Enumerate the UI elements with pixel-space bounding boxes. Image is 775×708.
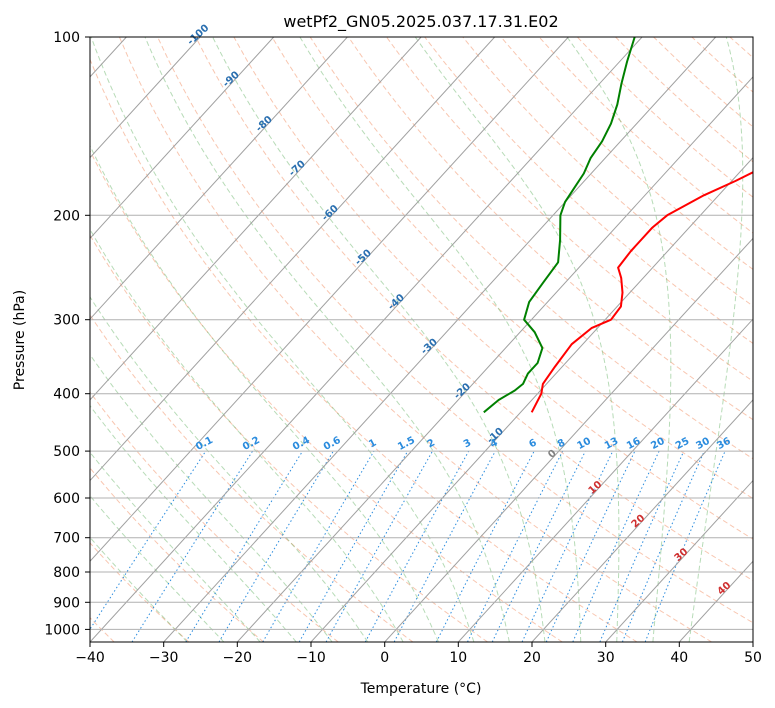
isotherm-line bbox=[90, 37, 201, 159]
moist-adiabat bbox=[688, 37, 744, 642]
y-tick-label: 900 bbox=[53, 595, 80, 611]
isotherm-line bbox=[90, 37, 496, 482]
background-lines bbox=[90, 37, 753, 642]
isotherm-line bbox=[90, 37, 275, 240]
dry-adiabat bbox=[157, 37, 753, 624]
x-axis-label: Temperature (°C) bbox=[360, 681, 482, 697]
isotherm-line bbox=[531, 399, 753, 642]
y-tick-label: 200 bbox=[53, 208, 80, 224]
mixing-ratio-line bbox=[325, 450, 433, 642]
x-tick-label: −20 bbox=[223, 650, 253, 666]
dry-adiabat bbox=[90, 149, 563, 642]
mixing-ratio-line bbox=[131, 450, 254, 642]
isotherm-line bbox=[90, 37, 422, 401]
x-tick-label: −40 bbox=[75, 650, 105, 666]
profile-lines bbox=[483, 37, 753, 414]
mixing-ratio-label: 3 bbox=[462, 437, 473, 450]
moist-adiabat bbox=[414, 37, 620, 642]
dry-adiabat bbox=[195, 37, 753, 582]
mixing-ratio-label: 6 bbox=[527, 437, 538, 450]
moist-adiabat bbox=[566, 37, 672, 642]
mixing-ratio-label: 8 bbox=[556, 437, 567, 450]
y-axis-ticks: 100 200 300 400 500 600 700 800 900 1000 bbox=[44, 30, 90, 638]
dry-adiabat bbox=[309, 37, 753, 460]
isotherm-line bbox=[605, 479, 753, 642]
x-tick-label: 40 bbox=[670, 650, 688, 666]
isotherm-line bbox=[163, 37, 717, 642]
isotherm-line bbox=[310, 156, 753, 642]
moist-adiabat bbox=[90, 495, 225, 642]
x-tick-label: −10 bbox=[296, 650, 326, 666]
mixing-ratio-line bbox=[572, 450, 660, 642]
moist-adiabat bbox=[90, 144, 439, 642]
mixing-ratio-label: 1 bbox=[367, 437, 378, 450]
isotherm-line bbox=[90, 37, 348, 320]
y-axis-label: Pressure (hPa) bbox=[12, 290, 28, 390]
mixing-ratio-label: 4 bbox=[488, 437, 499, 450]
moist-adiabat bbox=[90, 296, 369, 642]
isotherm-line bbox=[90, 37, 643, 642]
dry-adiabat bbox=[424, 37, 753, 344]
mixing-ratio-line bbox=[364, 450, 470, 642]
plot-area bbox=[90, 37, 753, 642]
dry-adiabat bbox=[271, 37, 753, 500]
mixing-ratio-line bbox=[467, 450, 564, 642]
dry-adiabat bbox=[118, 37, 712, 642]
y-tick-label: 800 bbox=[53, 565, 80, 581]
moist-adiabat bbox=[90, 536, 188, 642]
mixing-ratio-line bbox=[621, 450, 705, 642]
isotherm-line bbox=[90, 37, 569, 562]
isotherm-line bbox=[236, 76, 753, 642]
mixing-ratio-label: 2 bbox=[426, 437, 437, 450]
chart-title: wetPf2_GN05.2025.037.17.31.E02 bbox=[283, 12, 558, 32]
dry-adiabat bbox=[386, 37, 753, 382]
x-tick-label: 50 bbox=[744, 650, 762, 666]
x-axis-ticks: −40 −30 −20 −10 0 10 20 30 40 50 bbox=[75, 642, 762, 666]
mixing-ratio-line bbox=[90, 450, 207, 631]
y-tick-label: 300 bbox=[53, 313, 80, 329]
y-tick-label: 400 bbox=[53, 387, 80, 403]
mixing-ratio-line bbox=[185, 450, 304, 642]
y-tick-label: 600 bbox=[53, 491, 80, 507]
y-tick-label: 100 bbox=[53, 30, 80, 46]
x-tick-label: 30 bbox=[597, 650, 615, 666]
dry-adiabat bbox=[90, 58, 638, 642]
moist-adiabat bbox=[144, 37, 510, 642]
moist-adiabat bbox=[90, 404, 297, 642]
mixing-ratio-line bbox=[393, 450, 496, 642]
x-tick-label: 0 bbox=[380, 650, 389, 666]
moist-adiabat bbox=[90, 451, 261, 642]
mixing-ratio-line bbox=[599, 450, 685, 642]
isotherm-line bbox=[384, 237, 753, 642]
moist-adiabat bbox=[90, 37, 475, 642]
y-tick-label: 700 bbox=[53, 531, 80, 547]
moist-adiabat bbox=[299, 37, 582, 642]
y-tick-label: 1000 bbox=[44, 622, 80, 638]
plot-frame bbox=[89, 36, 754, 643]
moist-adiabat bbox=[212, 37, 546, 642]
temperature-line bbox=[530, 171, 753, 413]
isotherm-line bbox=[457, 318, 753, 642]
dewpoint-line bbox=[483, 37, 636, 414]
x-tick-label: −30 bbox=[149, 650, 179, 666]
x-tick-label: 20 bbox=[523, 650, 541, 666]
moist-adiabat bbox=[90, 228, 404, 642]
dry-adiabat bbox=[90, 313, 414, 642]
x-tick-label: 10 bbox=[449, 650, 467, 666]
y-tick-label: 500 bbox=[53, 444, 80, 460]
